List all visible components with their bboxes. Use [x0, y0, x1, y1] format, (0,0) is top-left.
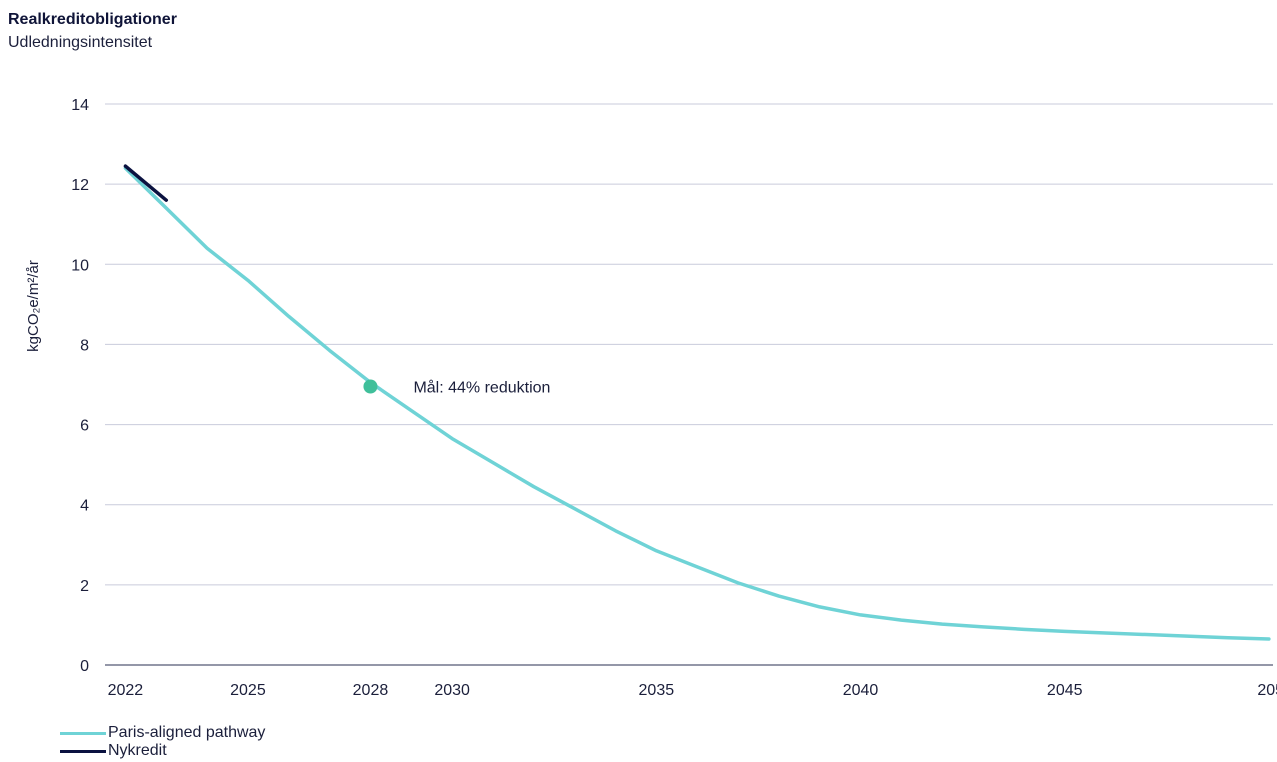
x-axis-ticks: 2022 2025 2028 2030 2035 2040 2045 2050	[108, 682, 1277, 699]
series-line-0	[123, 166, 1271, 641]
y-axis-ticks: 0 2 4 6 8 10 12 14	[71, 97, 89, 675]
chart-subtitle: Udledningsintensitet	[8, 34, 153, 51]
x-tick-label: 2045	[1047, 682, 1083, 699]
x-tick-label: 2022	[108, 682, 144, 699]
y-axis-label: kgCO₂e/m²/år	[25, 260, 42, 352]
series-line-1	[123, 164, 169, 202]
x-tick-label: 2028	[353, 682, 389, 699]
target-marker	[363, 379, 378, 394]
y-tick-label: 8	[80, 337, 89, 354]
x-tick-label: 2025	[230, 682, 266, 699]
x-tick-label: 2050	[1257, 682, 1277, 699]
y-tick-label: 14	[71, 97, 89, 114]
line-chart: 0 2 4 6 8 10 12 14 2022 2025 2028 2030 2035 2040 2045…	[25, 97, 1277, 699]
legend-label-paris: Paris-aligned pathway	[108, 724, 266, 741]
legend-label-nykredit: Nykredit	[108, 742, 167, 759]
legend-item-nykredit: Nykredit	[60, 742, 265, 760]
x-tick-label: 2035	[639, 682, 675, 699]
y-tick-label: 12	[71, 177, 89, 194]
legend-swatch-nykredit	[60, 749, 106, 753]
legend-swatch-paris	[60, 731, 106, 735]
x-tick-label: 2030	[434, 682, 470, 699]
y-tick-label: 10	[71, 257, 89, 274]
x-tick-label: 2040	[843, 682, 879, 699]
chart-title: Realkreditobligationer	[8, 11, 177, 28]
y-tick-label: 6	[80, 418, 89, 435]
y-tick-label: 4	[80, 498, 89, 515]
target-annotation: Mål: 44% reduktion	[413, 379, 550, 397]
annotations: Mål: 44% reduktion	[363, 379, 550, 397]
y-tick-label: 0	[80, 658, 89, 675]
legend: Paris-aligned pathway Nykredit	[60, 724, 265, 760]
y-tick-label: 2	[80, 578, 89, 595]
series-lines	[123, 164, 1271, 641]
grid-lines	[105, 103, 1273, 666]
legend-item-paris: Paris-aligned pathway	[60, 724, 265, 742]
